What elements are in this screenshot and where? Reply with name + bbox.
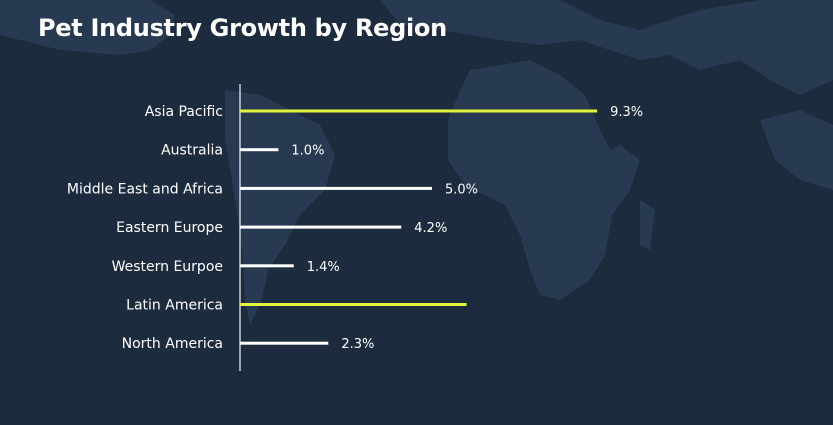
bar <box>240 264 294 268</box>
value-label: 2.3% <box>341 337 374 352</box>
category-label: Latin America <box>126 298 223 314</box>
bar <box>240 303 467 306</box>
value-label: 5.0% <box>445 182 478 197</box>
category-label: Middle East and Africa <box>67 181 223 197</box>
chart-title: Pet Industry Growth by Region <box>38 14 447 42</box>
value-label: 9.3% <box>610 105 643 120</box>
bar <box>240 109 598 113</box>
category-label: Eastern Europe <box>116 220 223 236</box>
value-label: 4.2% <box>414 221 447 236</box>
category-label: Australia <box>161 143 223 159</box>
bar <box>240 148 279 152</box>
bar <box>240 225 402 229</box>
category-label: Asia Pacific <box>145 104 223 120</box>
bar <box>240 186 432 190</box>
bar <box>240 341 329 345</box>
category-label: Western Eurpoe <box>112 259 223 275</box>
value-label: 1.0% <box>291 144 324 159</box>
value-label: 1.4% <box>307 260 340 275</box>
category-label: North America <box>122 336 223 352</box>
